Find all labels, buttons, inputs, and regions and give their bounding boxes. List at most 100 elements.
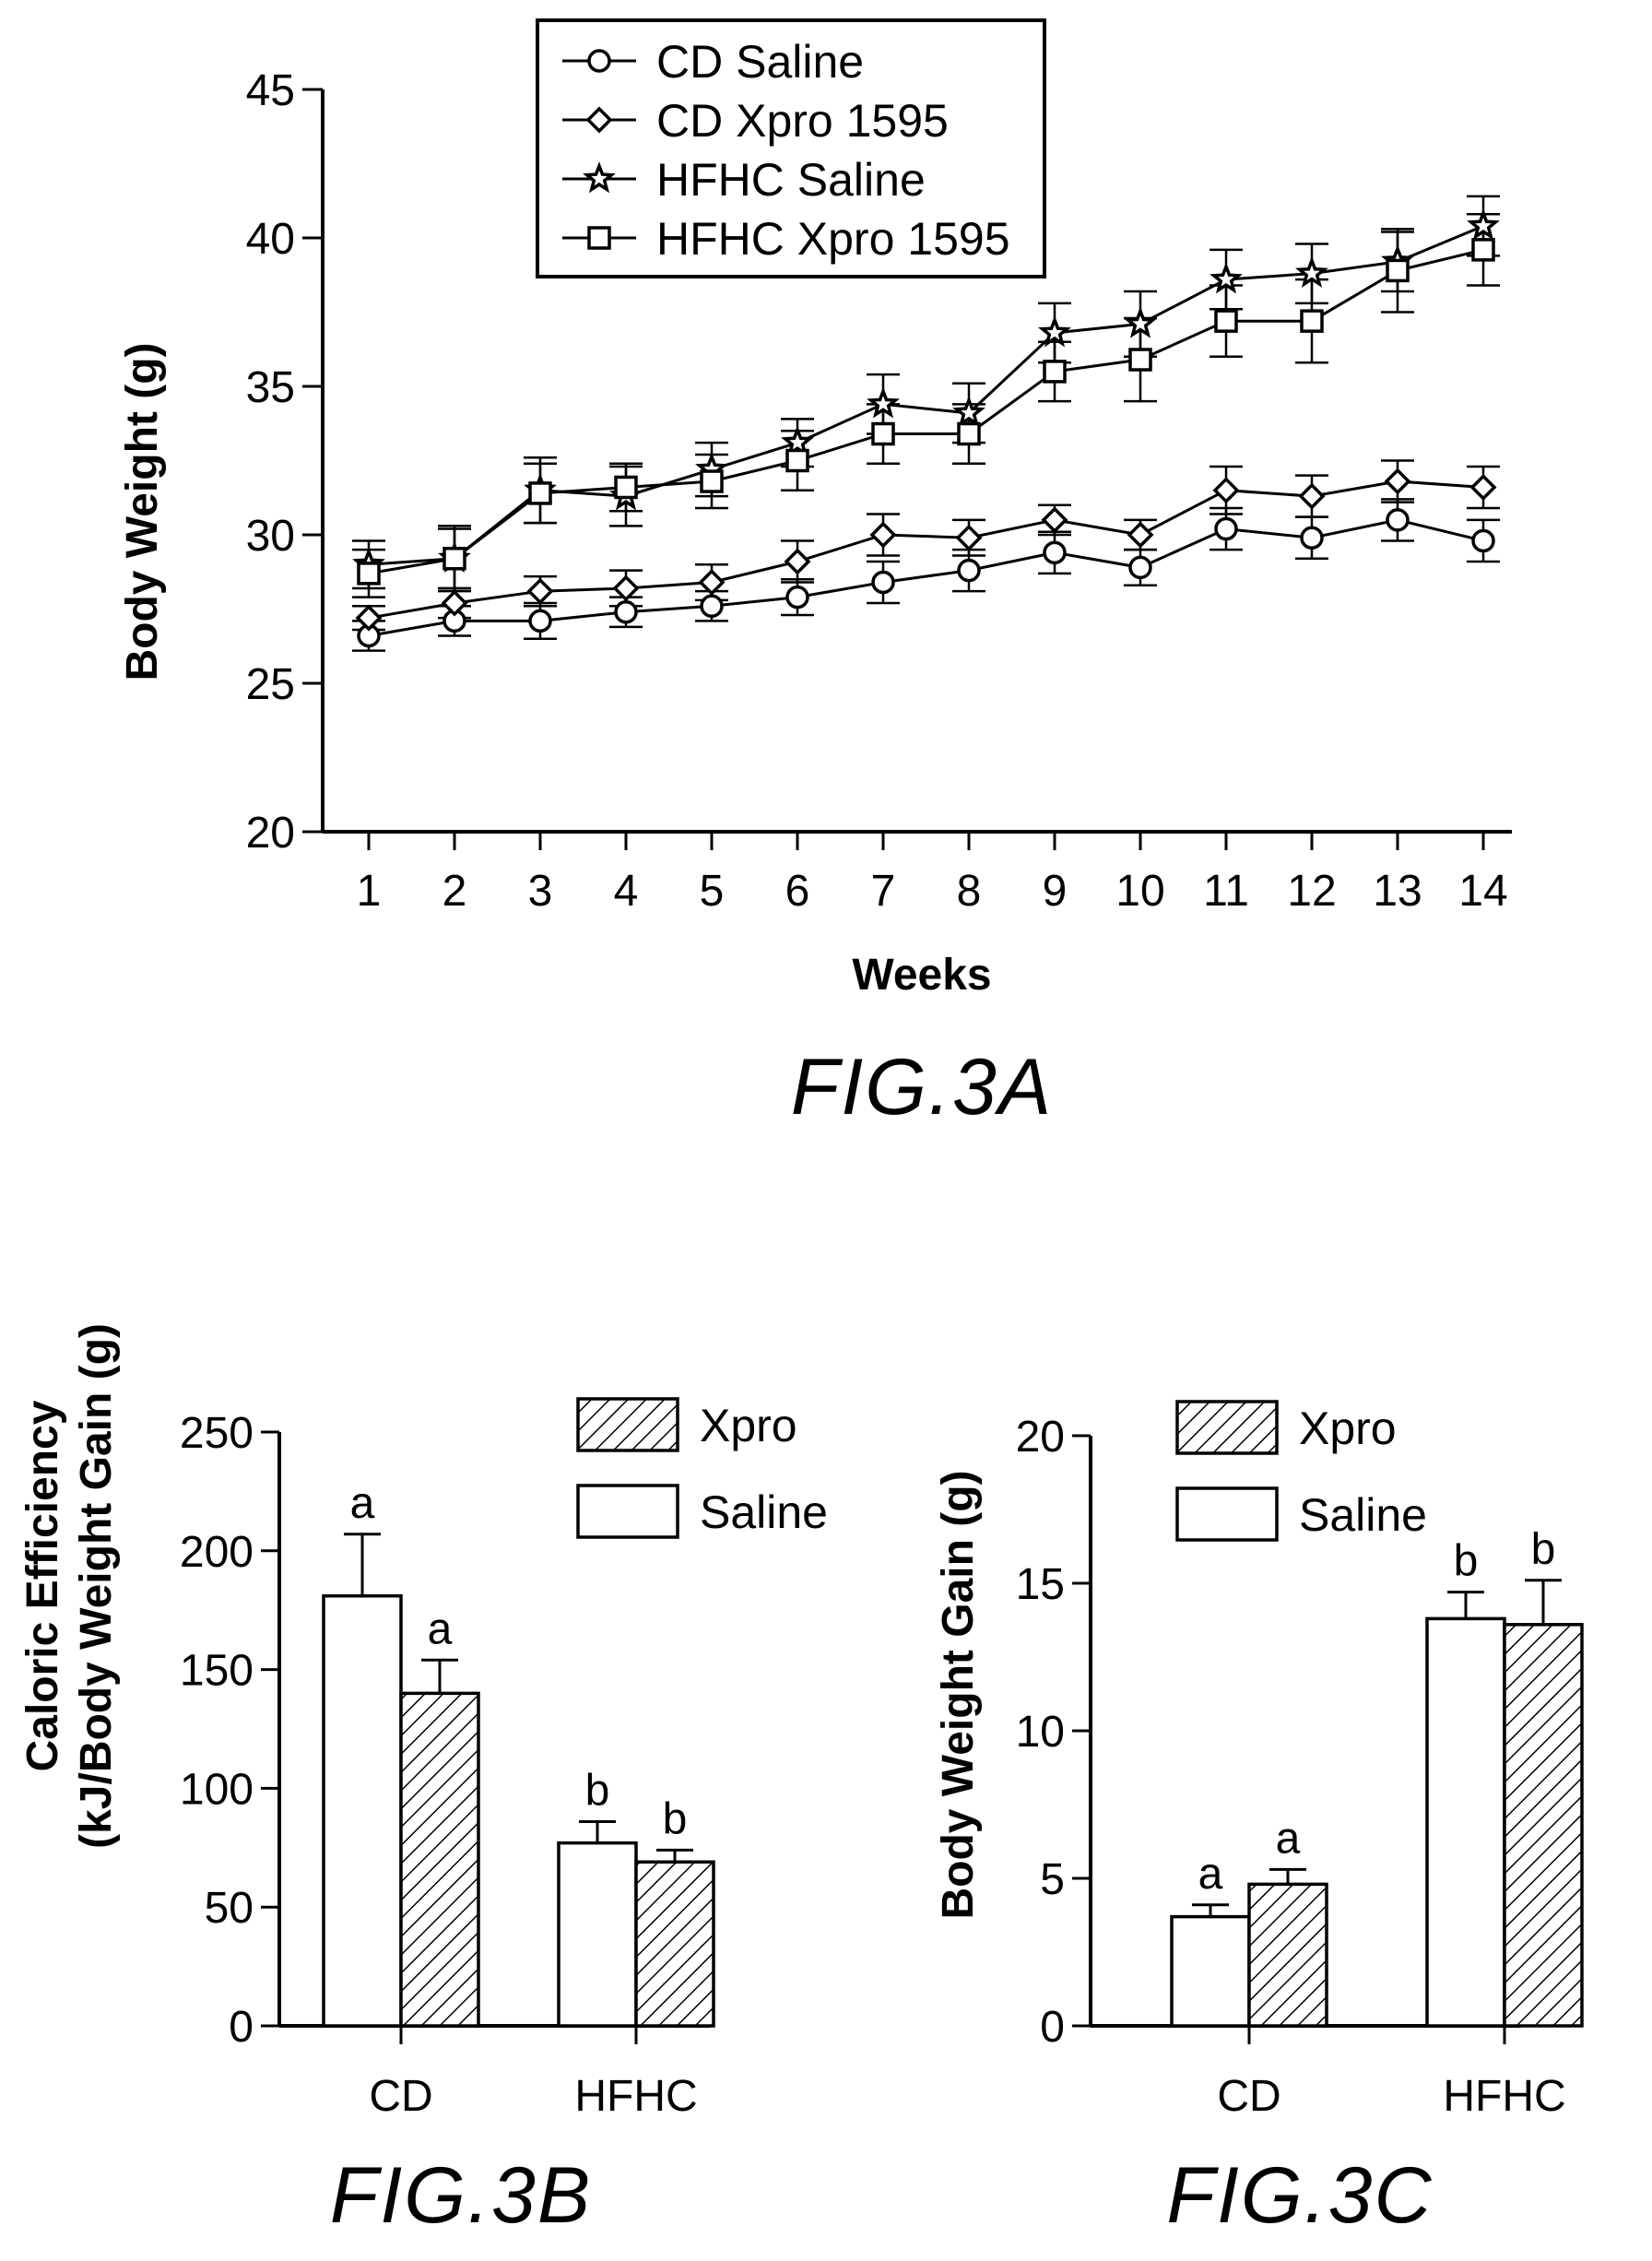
y-tick-label-b: 150 — [180, 1647, 254, 1696]
data-point-circle — [1214, 516, 1238, 541]
legend-swatch-saline — [1175, 1486, 1279, 1542]
x-tick-label-3a: 13 — [1373, 867, 1422, 916]
y-tick-label-b: 250 — [180, 1409, 254, 1458]
data-point-star — [1038, 315, 1071, 348]
data-point-square — [614, 475, 638, 500]
data-point-square — [442, 547, 466, 571]
data-point-star — [1467, 208, 1500, 241]
figure-caption-3a: FIG.3A — [791, 1043, 1053, 1131]
data-point-diamond — [869, 521, 897, 549]
legend-swatch-saline — [576, 1484, 679, 1539]
significance-label-c: a — [1198, 1850, 1223, 1899]
legend-swatch-xpro — [1175, 1400, 1279, 1455]
legend-3a: CD Saline CD Xpro 1595 HFHC Saline HFHC Xpr… — [536, 18, 1046, 278]
significance-label-c: b — [1454, 1537, 1479, 1586]
legend-label-c: Saline — [1299, 1489, 1427, 1541]
legend-label-3a: HFHC Saline — [656, 154, 926, 206]
y-axis-title-3c: Body Weight Gain (g) — [934, 1470, 983, 1919]
significance-label-b: b — [585, 1766, 610, 1815]
x-tick-label-3a: 5 — [700, 867, 725, 916]
data-point-diamond — [1041, 506, 1068, 534]
data-point-circle — [1386, 508, 1410, 532]
data-point-star — [1124, 306, 1157, 338]
y-tick-label-3a: 35 — [246, 363, 295, 412]
y-tick-label-3a: 30 — [246, 512, 295, 561]
x-tick-label-3a: 11 — [1203, 867, 1249, 916]
data-point-diamond — [784, 548, 811, 575]
legend-label-3a: CD Saline — [656, 36, 864, 88]
data-point-diamond — [1298, 482, 1326, 510]
figure-caption-3b: FIG.3B — [330, 2151, 592, 2240]
y-tick-label-c: 5 — [1040, 1855, 1065, 1904]
series-3a — [352, 195, 1500, 652]
y-tick-label-3a: 45 — [246, 66, 295, 115]
x-tick-label-3a: 10 — [1115, 867, 1164, 916]
data-point-circle — [785, 585, 809, 610]
data-point-square — [1386, 258, 1410, 283]
data-point-square — [871, 421, 895, 446]
data-point-diamond — [441, 589, 468, 617]
y-tick-label-b: 100 — [180, 1765, 254, 1814]
x-tick-label-3a: 12 — [1287, 867, 1336, 916]
y-ticks-3b: 0 50 100 150 200 250 — [180, 1409, 279, 2052]
data-point-diamond — [698, 569, 726, 596]
data-point-square — [1128, 348, 1152, 372]
bars-3b: a a b b — [322, 1479, 715, 2028]
legend-marker-star — [583, 161, 616, 194]
x-tick-label-3a: 1 — [357, 867, 382, 916]
legend-label-3a: HFHC Xpro 1595 — [656, 213, 1010, 265]
legend-3c: Xpro Saline — [1175, 1400, 1427, 1542]
bars-3c: a a b b — [1170, 1525, 1584, 2028]
x-tick-label-3a: 2 — [442, 867, 467, 916]
data-point-diamond — [1127, 521, 1154, 549]
data-point-star — [952, 396, 985, 428]
data-point-star — [1210, 262, 1243, 294]
data-point-circle — [528, 609, 552, 633]
data-point-circle — [957, 558, 981, 583]
data-point-diamond — [1212, 477, 1240, 504]
legend-marker-circle — [587, 49, 611, 73]
data-point-circle — [700, 594, 724, 619]
data-point-square — [1471, 238, 1495, 262]
x-tick-label-b: CD — [369, 2072, 432, 2121]
axes-3a — [321, 89, 1512, 834]
x-ticks-3b: CD HFHC — [369, 2026, 698, 2121]
legend-label-b: Xpro — [700, 1400, 797, 1451]
data-point-square — [1300, 309, 1324, 333]
data-point-circle — [1043, 540, 1067, 565]
data-point-circle — [1128, 555, 1152, 580]
y-tick-label-c: 10 — [1016, 1708, 1065, 1757]
y-ticks-3c: 0 5 10 15 20 — [1016, 1413, 1091, 2052]
x-tick-label-3a: 9 — [1043, 867, 1068, 916]
legend-3b: Xpro Saline — [576, 1397, 828, 1539]
bar-saline — [557, 1841, 638, 2028]
data-point-star — [781, 425, 814, 457]
data-point-circle — [871, 570, 895, 595]
data-point-star — [867, 386, 900, 419]
legend-label-3a: CD Xpro 1595 — [656, 95, 949, 147]
x-tick-label-3a: 3 — [528, 867, 553, 916]
x-axis-title-3a: Weeks — [852, 951, 991, 1000]
series-line-circle — [368, 518, 1484, 637]
data-point-circle — [1471, 528, 1495, 553]
significance-label-b: b — [663, 1794, 688, 1843]
bar-chart-3b: 0 50 100 150 200 250 CD HFHC a a b b Caloric Effi… — [18, 1323, 828, 2240]
series-line-diamond — [368, 479, 1484, 620]
bar-xpro — [634, 1860, 715, 2028]
y-tick-label-c: 0 — [1040, 2003, 1065, 2052]
data-point-diamond — [526, 577, 554, 605]
data-point-diamond — [1469, 474, 1497, 501]
data-point-square — [1214, 309, 1238, 333]
data-point-circle — [1300, 526, 1324, 550]
bar-saline — [1425, 1616, 1506, 2028]
figure-caption-3c: FIG.3C — [1166, 2151, 1433, 2240]
data-point-diamond — [1384, 468, 1411, 495]
data-point-diamond — [955, 524, 983, 551]
x-tick-label-c: HFHC — [1443, 2072, 1565, 2121]
significance-label-b: a — [350, 1479, 375, 1528]
data-point-square — [700, 469, 724, 493]
y-tick-label-b: 0 — [229, 2003, 254, 2052]
data-point-square — [357, 562, 381, 586]
